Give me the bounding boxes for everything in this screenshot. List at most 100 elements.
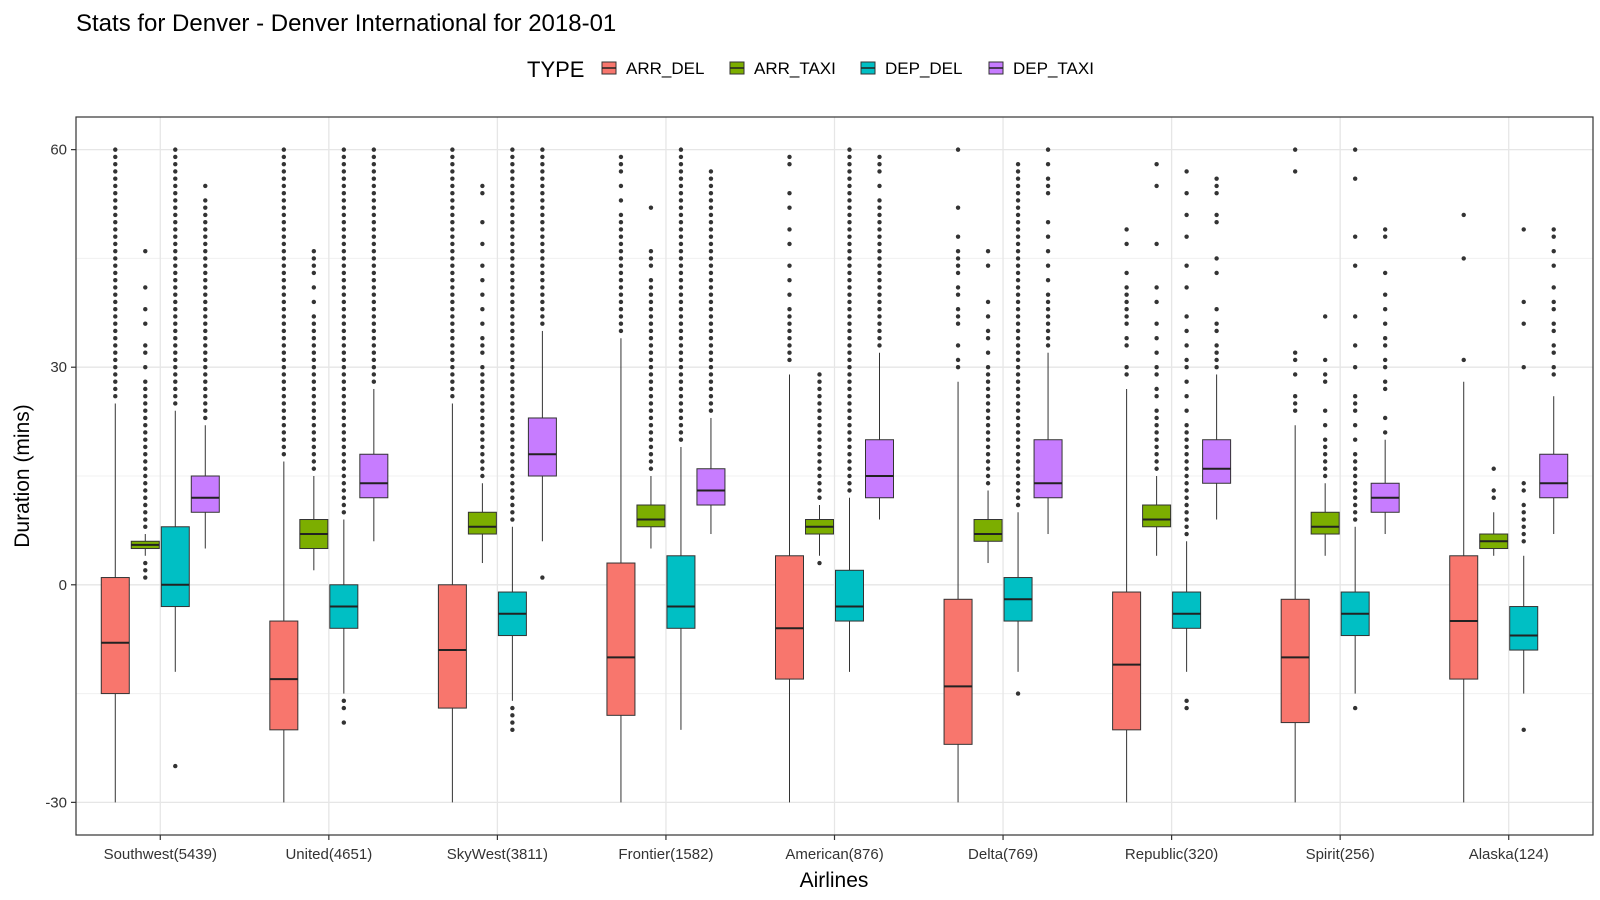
outlier-point <box>678 365 684 370</box>
iqr-box <box>1449 555 1479 680</box>
outlier-point <box>985 372 991 377</box>
outlier-point <box>1015 495 1021 500</box>
outlier-point <box>1045 190 1051 196</box>
outlier-point <box>708 408 714 413</box>
outlier-point <box>1292 169 1298 174</box>
outlier-point <box>1551 285 1556 290</box>
outlier-point <box>877 336 882 341</box>
outlier-point <box>847 408 852 413</box>
legend-label: ARR_DEL <box>626 59 704 78</box>
outlier-point <box>877 198 882 203</box>
outlier-point <box>648 263 654 268</box>
outlier-point <box>341 292 347 297</box>
outlier-point <box>1184 459 1189 464</box>
outlier-point <box>648 350 654 355</box>
y-tick-label: 60 <box>50 142 67 159</box>
outlier-point <box>708 176 714 181</box>
outlier-point <box>173 176 178 181</box>
outlier-point <box>371 277 377 283</box>
outlier-point <box>1015 394 1021 399</box>
outlier-point <box>371 336 377 341</box>
outlier-point <box>203 270 208 276</box>
outlier-point <box>678 147 684 152</box>
outlier-point <box>1154 459 1159 464</box>
outlier-point <box>113 198 118 203</box>
outlier-point <box>281 270 287 276</box>
outlier-point <box>1551 321 1556 326</box>
outlier-point <box>450 248 455 254</box>
outlier-point <box>173 219 178 225</box>
outlier-point <box>173 365 178 370</box>
outlier-point <box>113 176 118 181</box>
outlier-point <box>203 357 208 363</box>
outlier-point <box>1154 285 1159 290</box>
outlier-point <box>371 212 377 218</box>
outlier-point <box>1015 357 1021 363</box>
outlier-point <box>1382 430 1388 435</box>
outlier-point <box>618 277 624 283</box>
outlier-point <box>311 423 317 428</box>
outlier-point <box>877 154 882 160</box>
outlier-point <box>540 306 545 312</box>
outlier-point <box>341 408 347 413</box>
outlier-point <box>1015 321 1021 326</box>
outlier-point <box>1015 459 1021 464</box>
outlier-point <box>618 314 624 319</box>
outlier-point <box>847 292 852 297</box>
outlier-point <box>281 256 287 261</box>
x-axis: Southwest(5439) United(4651) SkyWest(3811)… <box>104 835 1549 863</box>
box <box>100 147 130 803</box>
outlier-point <box>817 423 822 428</box>
outlier-point <box>113 321 118 326</box>
outlier-point <box>143 415 148 421</box>
outlier-point <box>371 205 377 210</box>
outlier-point <box>985 350 991 355</box>
outlier-point <box>173 379 178 384</box>
outlier-point <box>847 459 852 464</box>
outlier-point <box>678 423 684 428</box>
outlier-point <box>1461 256 1466 261</box>
outlier-point <box>311 452 317 457</box>
outlier-point <box>618 227 624 232</box>
outlier-point <box>1521 524 1526 529</box>
outlier-point <box>847 452 852 457</box>
outlier-point <box>510 350 515 355</box>
outlier-point <box>311 285 317 290</box>
outlier-point <box>1521 502 1526 508</box>
outlier-point <box>510 299 515 305</box>
outlier-point <box>113 379 118 384</box>
outlier-point <box>847 198 852 203</box>
outlier-point <box>1382 415 1388 421</box>
outlier-point <box>1015 248 1021 254</box>
outlier-point <box>955 357 961 363</box>
outlier-point <box>678 183 684 189</box>
outlier-point <box>955 234 961 239</box>
outlier-point <box>678 401 684 406</box>
outlier-point <box>143 430 148 435</box>
outlier-point <box>1045 248 1051 254</box>
outlier-point <box>1154 183 1159 189</box>
outlier-point <box>1551 343 1556 348</box>
outlier-point <box>281 321 287 326</box>
outlier-point <box>1352 314 1358 319</box>
outlier-point <box>985 336 991 341</box>
outlier-point <box>648 299 654 305</box>
outlier-point <box>678 306 684 312</box>
outlier-point <box>143 459 148 464</box>
outlier-point <box>847 154 852 160</box>
outlier-point <box>341 473 347 479</box>
outlier-point <box>1322 444 1328 450</box>
iqr-box <box>1202 439 1232 484</box>
outlier-point <box>1184 314 1189 319</box>
outlier-point <box>1124 270 1129 276</box>
outlier-point <box>847 488 852 493</box>
outlier-point <box>510 343 515 348</box>
outlier-point <box>341 227 347 232</box>
outlier-point <box>510 502 515 508</box>
outlier-point <box>510 205 515 210</box>
outlier-point <box>173 234 178 239</box>
outlier-point <box>648 205 654 210</box>
outlier-point <box>510 154 515 160</box>
outlier-point <box>1154 321 1159 326</box>
outlier-point <box>143 466 148 471</box>
